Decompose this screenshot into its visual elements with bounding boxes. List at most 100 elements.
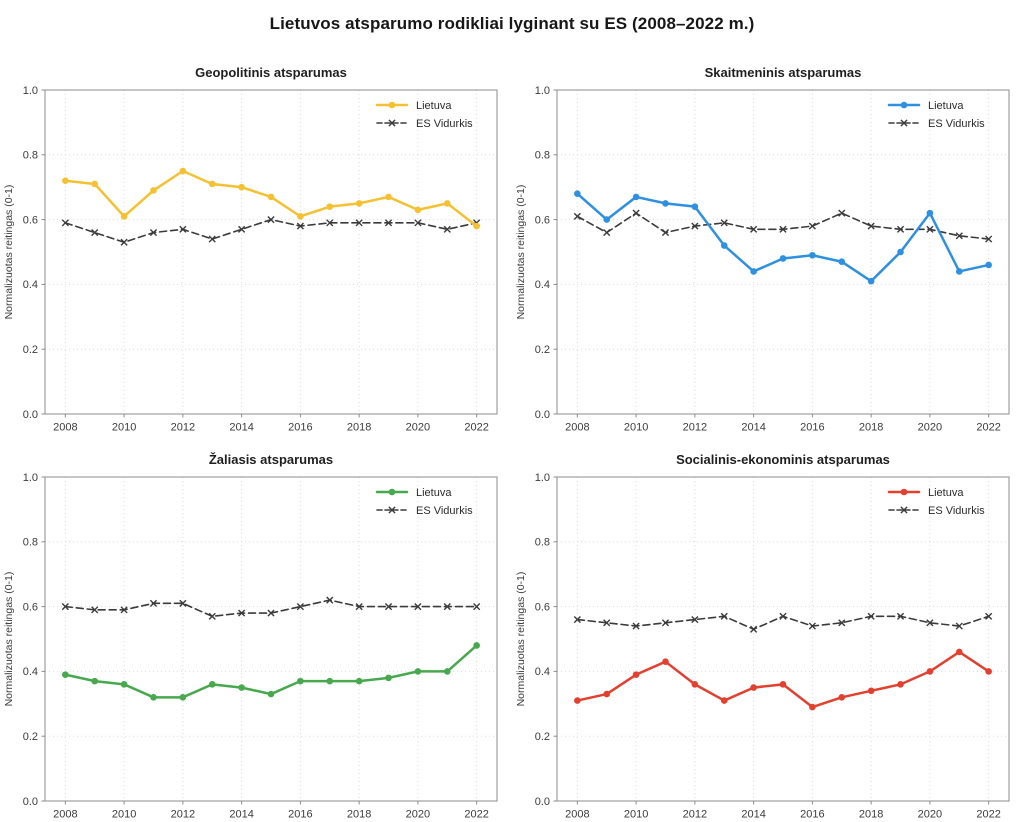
- svg-text:2012: 2012: [683, 422, 707, 434]
- svg-text:2012: 2012: [171, 809, 195, 821]
- data-point: [326, 219, 334, 227]
- legend-label: Lietuva: [416, 487, 452, 499]
- x-axis-ticks: 2008 2010 2012 2014 2016 2018 2020 2022: [565, 801, 1001, 821]
- data-point: [473, 603, 481, 611]
- data-point: [661, 228, 670, 237]
- data-point: [179, 599, 187, 607]
- chart-zaliasis: Žaliasis atsparumas 0.0 0.2 0.4 0.6 0.8 1.0 20…: [0, 435, 512, 822]
- data-point: [384, 219, 393, 227]
- series-es-vidurkis-line: [61, 596, 481, 620]
- data-point: [985, 612, 993, 620]
- data-point: [750, 625, 758, 633]
- data-point: [385, 193, 392, 201]
- svg-text:0.0: 0.0: [23, 796, 38, 808]
- chart-skaitmeninis: Skaitmeninis atsparumas 0.0 0.2 0.4 0.6 0.8 1…: [512, 48, 1024, 435]
- svg-text:0.0: 0.0: [535, 409, 550, 421]
- series-lietuva-line: [62, 642, 480, 701]
- svg-text:2014: 2014: [741, 809, 765, 821]
- data-point: [720, 219, 728, 227]
- svg-text:2010: 2010: [624, 422, 648, 434]
- data-point: [867, 222, 875, 230]
- data-point: [926, 209, 934, 217]
- data-point: [720, 697, 728, 704]
- svg-text:0.4: 0.4: [535, 666, 550, 678]
- series-lietuva-line: [62, 167, 480, 230]
- svg-text:0.6: 0.6: [23, 601, 38, 613]
- svg-text:1.0: 1.0: [535, 85, 550, 97]
- data-point: [779, 681, 787, 688]
- svg-text:2020: 2020: [918, 809, 942, 821]
- svg-text:0.0: 0.0: [535, 796, 550, 808]
- data-point: [62, 177, 69, 185]
- svg-text:2022: 2022: [976, 809, 1000, 821]
- svg-text:0.4: 0.4: [535, 279, 550, 291]
- data-point: [955, 648, 963, 656]
- svg-text:1.0: 1.0: [23, 472, 38, 484]
- data-point: [238, 225, 246, 233]
- data-point: [603, 619, 611, 627]
- svg-text:2016: 2016: [288, 809, 312, 821]
- data-point: [632, 671, 640, 678]
- series-lietuva-line: [574, 648, 992, 711]
- y-axis-label: Normalizuotas reitingas (0-1): [3, 185, 15, 320]
- data-point: [179, 694, 187, 701]
- data-point: [120, 238, 128, 246]
- svg-text:2016: 2016: [800, 422, 824, 434]
- data-point: [897, 681, 904, 688]
- legend-label: Lietuva: [928, 487, 964, 499]
- y-axis-ticks: 0.0 0.2 0.4 0.6 0.8 1.0: [23, 472, 45, 808]
- data-point: [897, 248, 904, 256]
- data-point: [574, 190, 581, 197]
- data-point: [443, 225, 451, 233]
- svg-text:2018: 2018: [347, 422, 371, 434]
- data-point: [662, 658, 669, 665]
- data-point: [355, 200, 363, 207]
- data-point: [838, 258, 846, 266]
- data-point: [208, 612, 216, 620]
- svg-text:2022: 2022: [464, 422, 488, 434]
- data-point: [267, 609, 275, 617]
- svg-text:0.4: 0.4: [23, 666, 38, 678]
- data-point: [838, 694, 846, 701]
- x-axis-ticks: 2008 2010 2012 2014 2016 2018 2020 2022: [565, 414, 1001, 434]
- legend: Lietuva ES Vidurkis: [887, 100, 985, 130]
- data-point: [62, 671, 69, 678]
- data-point: [808, 622, 816, 630]
- data-point: [955, 622, 963, 630]
- data-point: [809, 251, 816, 259]
- svg-text:2022: 2022: [976, 422, 1000, 434]
- data-point: [296, 603, 304, 611]
- y-axis-label: Normalizuotas reitingas (0-1): [515, 572, 527, 707]
- data-point: [414, 668, 422, 675]
- data-point: [297, 213, 304, 220]
- legend: Lietuva ES Vidurkis: [887, 487, 985, 517]
- plot-border: [556, 476, 1010, 802]
- legend: Lietuva ES Vidurkis: [375, 100, 473, 130]
- svg-text:0.2: 0.2: [535, 731, 550, 743]
- svg-text:2012: 2012: [171, 422, 195, 434]
- data-point: [750, 225, 758, 233]
- svg-text:2018: 2018: [859, 422, 883, 434]
- data-point: [691, 203, 699, 210]
- data-point: [896, 225, 905, 233]
- svg-text:2016: 2016: [288, 422, 312, 434]
- data-point: [985, 668, 992, 675]
- data-point: [603, 228, 611, 237]
- data-point: [985, 235, 993, 243]
- legend-label: ES Vidurkis: [416, 505, 473, 517]
- data-point: [414, 603, 422, 611]
- data-point: [632, 622, 640, 630]
- plot-border: [44, 476, 498, 802]
- svg-text:0.6: 0.6: [23, 214, 38, 226]
- data-point: [355, 219, 363, 227]
- data-point: [238, 609, 246, 617]
- legend: Lietuva ES Vidurkis: [375, 487, 473, 517]
- gridlines: [45, 89, 497, 415]
- svg-text:0.4: 0.4: [23, 279, 38, 291]
- data-point: [91, 180, 99, 188]
- data-point: [150, 694, 157, 701]
- y-axis-label: Normalizuotas reitingas (0-1): [3, 572, 15, 707]
- data-point: [384, 603, 393, 611]
- data-point: [985, 261, 992, 269]
